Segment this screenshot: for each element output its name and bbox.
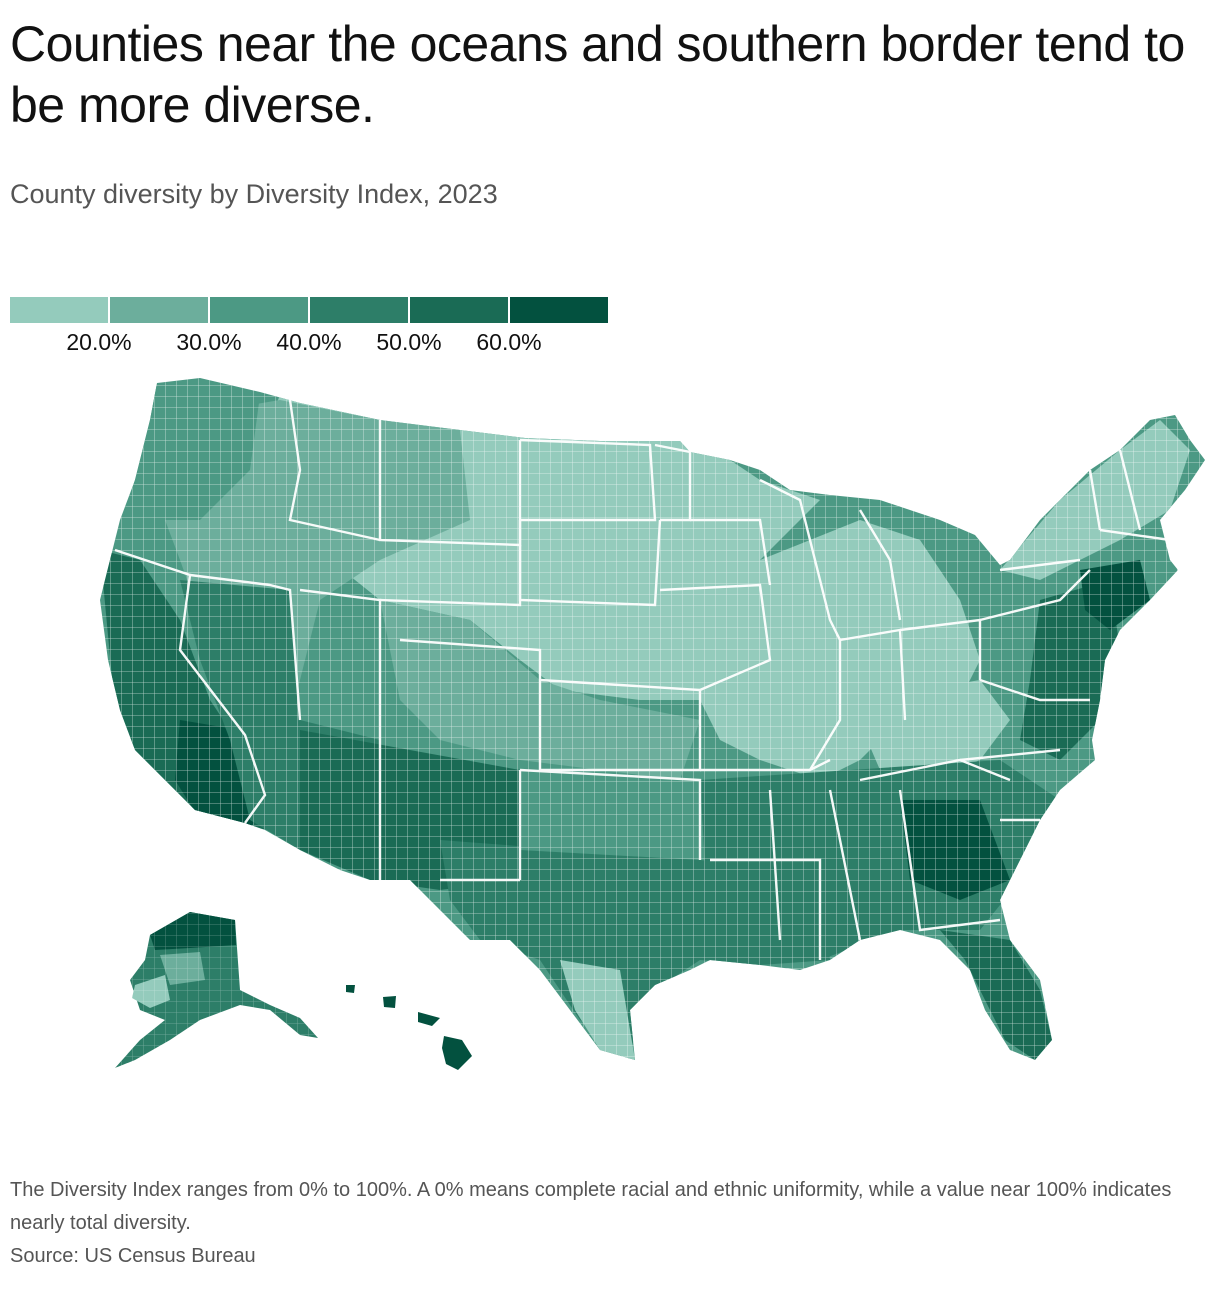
- legend-label-20: 20.0%: [66, 329, 132, 355]
- legend-bin-6: [510, 297, 608, 323]
- legend-color-bins: [10, 297, 608, 323]
- legend-bin-5: [410, 297, 508, 323]
- legend-bin-3: [210, 297, 308, 323]
- footnote: The Diversity Index ranges from 0% to 10…: [10, 1179, 1172, 1234]
- hawaii-big-island: [442, 1036, 472, 1070]
- hawaii: [346, 985, 472, 1070]
- footer: The Diversity Index ranges from 0% to 10…: [10, 1174, 1210, 1273]
- hawaii-kauai: [346, 985, 355, 993]
- hawaii-maui: [418, 1012, 440, 1026]
- hawaii-oahu: [383, 996, 396, 1008]
- legend-labels: 20.0% 30.0% 40.0% 50.0% 60.0%: [10, 329, 610, 357]
- legend-label-50: 50.0%: [376, 329, 442, 355]
- legend-bin-4: [310, 297, 408, 323]
- us-county-choropleth-map: [100, 378, 1205, 1075]
- chart-title: Counties near the oceans and southern bo…: [10, 16, 1185, 133]
- legend-label-40: 40.0%: [276, 329, 342, 355]
- alaska: [110, 905, 325, 1075]
- alaska-borough-lines: [110, 905, 325, 1075]
- chart-subtitle: County diversity by Diversity Index, 202…: [10, 179, 498, 209]
- legend-label-30: 30.0%: [176, 329, 242, 355]
- state-boundaries: [114, 399, 1171, 960]
- source-line: Source: US Census Bureau: [10, 1245, 256, 1267]
- legend-label-60: 60.0%: [476, 329, 542, 355]
- legend: 20.0% 30.0% 40.0% 50.0% 60.0%: [10, 297, 610, 357]
- legend-bin-2: [110, 297, 208, 323]
- legend-bin-1: [10, 297, 108, 323]
